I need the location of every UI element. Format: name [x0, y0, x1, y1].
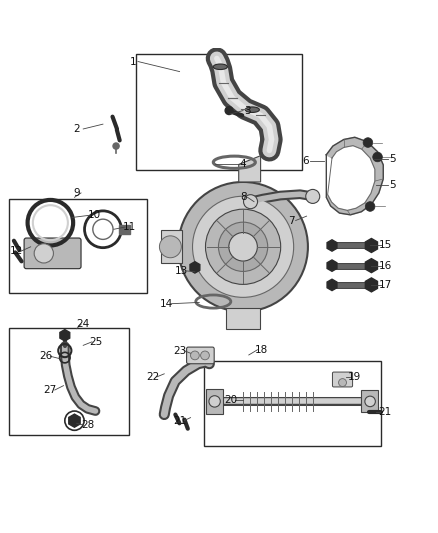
- Circle shape: [339, 378, 346, 386]
- FancyBboxPatch shape: [187, 347, 214, 364]
- Ellipse shape: [213, 64, 227, 69]
- Text: 2: 2: [73, 124, 80, 134]
- Circle shape: [365, 396, 375, 407]
- Circle shape: [363, 138, 373, 147]
- Text: 25: 25: [90, 337, 103, 347]
- Text: 21: 21: [173, 416, 186, 426]
- Text: 22: 22: [146, 372, 159, 382]
- Bar: [161, 230, 182, 263]
- Circle shape: [225, 107, 233, 115]
- Text: 11: 11: [123, 222, 136, 232]
- Circle shape: [193, 196, 293, 297]
- Circle shape: [244, 195, 258, 209]
- Text: 3: 3: [244, 106, 251, 116]
- Polygon shape: [365, 259, 378, 273]
- Text: 5: 5: [389, 154, 396, 164]
- Text: 12: 12: [10, 246, 23, 256]
- Text: 20: 20: [224, 395, 237, 405]
- Text: 4: 4: [240, 159, 247, 168]
- Ellipse shape: [245, 107, 259, 112]
- Text: 26: 26: [39, 351, 53, 361]
- Bar: [136, 54, 302, 170]
- Text: 14: 14: [160, 298, 173, 309]
- Circle shape: [219, 222, 268, 271]
- Text: 13: 13: [175, 266, 188, 276]
- Circle shape: [34, 244, 53, 263]
- Text: 28: 28: [81, 420, 94, 430]
- Text: 5: 5: [389, 181, 396, 190]
- FancyBboxPatch shape: [24, 238, 81, 269]
- Circle shape: [229, 232, 258, 261]
- Text: 21: 21: [378, 407, 391, 417]
- Text: 6: 6: [302, 156, 309, 166]
- Polygon shape: [327, 260, 337, 271]
- Polygon shape: [327, 279, 337, 290]
- Bar: [204, 361, 381, 446]
- Circle shape: [306, 189, 320, 204]
- FancyBboxPatch shape: [332, 372, 353, 387]
- Circle shape: [113, 143, 119, 149]
- Polygon shape: [365, 278, 378, 292]
- Bar: [119, 225, 130, 233]
- Polygon shape: [60, 329, 70, 341]
- Text: 18: 18: [255, 345, 268, 355]
- Text: 17: 17: [379, 280, 392, 290]
- Bar: [226, 308, 260, 329]
- Bar: [9, 328, 129, 435]
- Text: 27: 27: [44, 385, 57, 395]
- Text: 10: 10: [88, 210, 101, 220]
- Polygon shape: [69, 414, 80, 427]
- Text: 23: 23: [173, 345, 186, 356]
- Polygon shape: [326, 138, 383, 215]
- Bar: [361, 391, 378, 413]
- Text: 24: 24: [77, 319, 90, 329]
- Polygon shape: [327, 240, 337, 251]
- Circle shape: [191, 351, 199, 360]
- Text: 8: 8: [240, 192, 247, 203]
- Circle shape: [365, 201, 375, 211]
- Polygon shape: [190, 262, 200, 273]
- Polygon shape: [365, 238, 378, 253]
- Text: 9: 9: [73, 188, 80, 198]
- Circle shape: [159, 236, 181, 258]
- Bar: [9, 199, 147, 293]
- Text: 19: 19: [348, 372, 361, 382]
- Circle shape: [178, 182, 308, 312]
- Circle shape: [209, 395, 220, 407]
- Text: 1: 1: [130, 56, 137, 67]
- Text: 16: 16: [379, 261, 392, 271]
- Text: 7: 7: [288, 215, 295, 225]
- Bar: [206, 389, 223, 414]
- Polygon shape: [239, 156, 261, 182]
- Circle shape: [373, 152, 382, 162]
- Text: 15: 15: [379, 240, 392, 251]
- Circle shape: [201, 351, 209, 360]
- Circle shape: [205, 209, 281, 285]
